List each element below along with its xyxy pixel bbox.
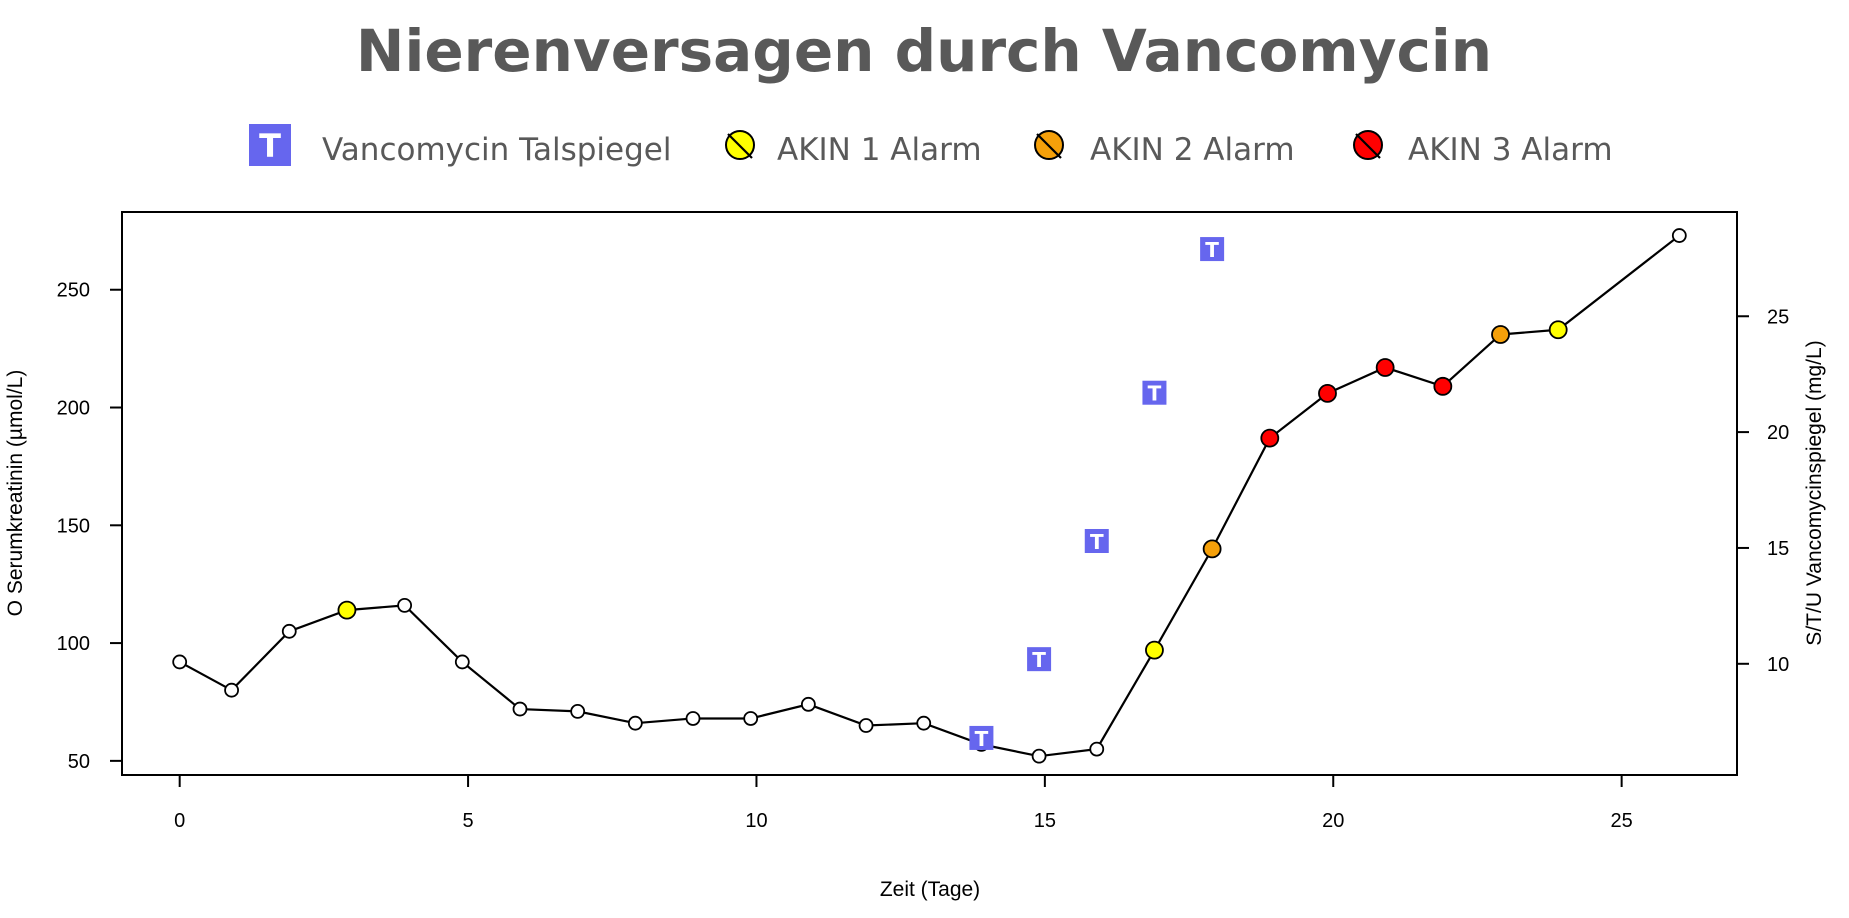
legend-trough-icon	[249, 124, 291, 166]
y2-tick-label: 10	[1767, 654, 1789, 676]
creatinine-series-line	[179, 234, 1680, 758]
y2-tick-label: 15	[1767, 538, 1789, 560]
trough-points: T T T T T	[969, 237, 1225, 751]
creatinine-point	[224, 682, 239, 698]
creatinine-points	[172, 228, 1687, 764]
trough-point-label: T	[975, 727, 989, 751]
creatinine-point	[397, 597, 413, 613]
y-tick-label: 200	[57, 398, 90, 420]
legend-akin2-icon	[1034, 130, 1064, 160]
x-tick-label: 25	[1611, 810, 1633, 832]
trough-point	[969, 725, 994, 750]
creatinine-point	[800, 696, 816, 712]
creatinine-point-akin2	[1491, 325, 1510, 344]
legend: T Vancomycin Talspiegel AKIN 1 Alarm AKI…	[249, 124, 1613, 168]
creatinine-point-akin2	[1202, 539, 1222, 559]
y-axis-left: 50 100 150 200 250	[57, 280, 122, 773]
trough-point	[1027, 647, 1052, 672]
trough-point-label: T	[1205, 238, 1219, 262]
creatinine-point	[685, 711, 701, 726]
y-tick-label: 100	[57, 633, 90, 655]
creatinine-point	[1089, 741, 1105, 757]
creatinine-point	[1671, 228, 1687, 243]
trough-point	[1142, 380, 1167, 405]
x-tick-label: 10	[745, 810, 767, 832]
creatinine-point	[512, 701, 528, 717]
legend-akin2-label: AKIN 2 Alarm	[1090, 132, 1295, 168]
creatinine-point	[627, 715, 643, 731]
creatinine-point-akin3	[1375, 358, 1395, 377]
legend-item-akin2: AKIN 2 Alarm	[1034, 130, 1295, 168]
legend-trough-label: Vancomycin Talspiegel	[322, 132, 671, 168]
plot-area: T T T T T	[172, 228, 1687, 764]
plot-frame	[121, 211, 1738, 776]
x-tick-label: 0	[174, 810, 185, 832]
x-tick-label: 15	[1034, 810, 1056, 832]
creatinine-point-akin3	[1260, 428, 1280, 448]
y-axis-right: 10 15 20 25	[1737, 306, 1789, 676]
y2-tick-label: 25	[1767, 306, 1789, 328]
creatinine-point	[454, 654, 470, 670]
y2-tick-label: 20	[1767, 422, 1789, 444]
creatinine-point-akin3	[1318, 383, 1337, 403]
legend-akin1-icon	[725, 130, 755, 160]
legend-akin3-label: AKIN 3 Alarm	[1408, 132, 1613, 168]
x-tick-label: 20	[1322, 810, 1344, 832]
creatinine-point-akin1	[337, 600, 357, 620]
creatinine-point-akin3	[1433, 376, 1453, 396]
legend-item-akin1: AKIN 1 Alarm	[725, 130, 982, 168]
x-axis: 0 5 10 15 20 25	[174, 775, 1633, 832]
trough-point-label: T	[1148, 382, 1162, 406]
y-tick-label: 50	[68, 751, 90, 773]
trough-point	[1200, 237, 1225, 262]
chart-title: Nierenversagen durch Vancomycin	[356, 17, 1492, 85]
creatinine-point	[172, 654, 188, 670]
y-axis-right-label: S/T/U Vancomycinspiegel (mg/L)	[1803, 340, 1826, 645]
x-axis-label: Zeit (Tage)	[880, 878, 980, 901]
creatinine-point	[743, 711, 759, 726]
legend-trough-icon-letter: T	[259, 127, 281, 165]
creatinine-point	[570, 703, 586, 719]
legend-akin1-label: AKIN 1 Alarm	[777, 132, 982, 168]
legend-akin3-icon	[1353, 130, 1383, 160]
trough-point-label: T	[1090, 530, 1104, 554]
creatinine-point	[916, 715, 932, 731]
y-tick-label: 250	[57, 280, 90, 302]
trough-point	[1084, 528, 1109, 553]
creatinine-point	[858, 718, 874, 733]
creatinine-point	[281, 623, 297, 639]
trough-point-label: T	[1032, 648, 1046, 672]
creatinine-point-akin1	[1548, 320, 1568, 340]
creatinine-point	[1031, 748, 1047, 764]
x-tick-label: 5	[463, 810, 474, 832]
legend-item-akin3: AKIN 3 Alarm	[1353, 130, 1613, 168]
y-axis-left-label: O Serumkreatinin (µmol/L)	[4, 370, 27, 617]
creatinine-point-akin1	[1145, 640, 1164, 660]
y-tick-label: 150	[57, 515, 90, 537]
legend-item-trough: T Vancomycin Talspiegel	[249, 124, 671, 168]
